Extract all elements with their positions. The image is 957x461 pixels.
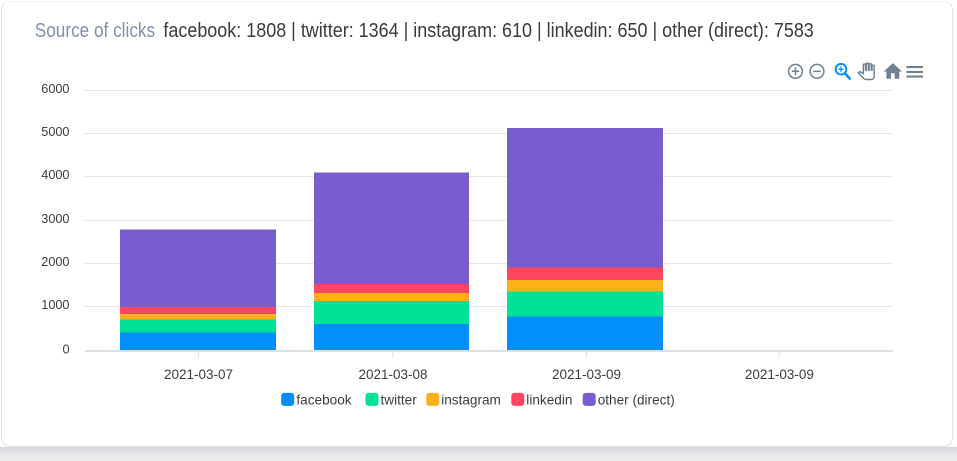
svg-text:2000: 2000 — [41, 255, 69, 269]
svg-text:facebook: facebook — [296, 392, 351, 407]
svg-text:4000: 4000 — [41, 168, 69, 182]
svg-text:2021-03-07: 2021-03-07 — [164, 367, 233, 382]
svg-text:2021-03-08: 2021-03-08 — [358, 367, 427, 382]
svg-text:0: 0 — [62, 342, 69, 356]
svg-text:3000: 3000 — [41, 212, 69, 226]
svg-text:2021-03-09: 2021-03-09 — [552, 367, 621, 382]
svg-text:6000: 6000 — [41, 82, 69, 96]
svg-text:5000: 5000 — [41, 125, 69, 139]
svg-text:linkedin: linkedin — [526, 392, 572, 407]
svg-text:1000: 1000 — [41, 298, 69, 312]
svg-text:twitter: twitter — [381, 392, 418, 407]
svg-text:Source of clicks: Source of clicks — [35, 20, 155, 42]
svg-text:2021-03-09: 2021-03-09 — [745, 367, 814, 382]
svg-text:facebook: 1808 | twitter: 1364: facebook: 1808 | twitter: 1364 | instagr… — [163, 20, 813, 42]
svg-text:other (direct): other (direct) — [598, 392, 675, 407]
svg-text:instagram: instagram — [441, 392, 501, 407]
